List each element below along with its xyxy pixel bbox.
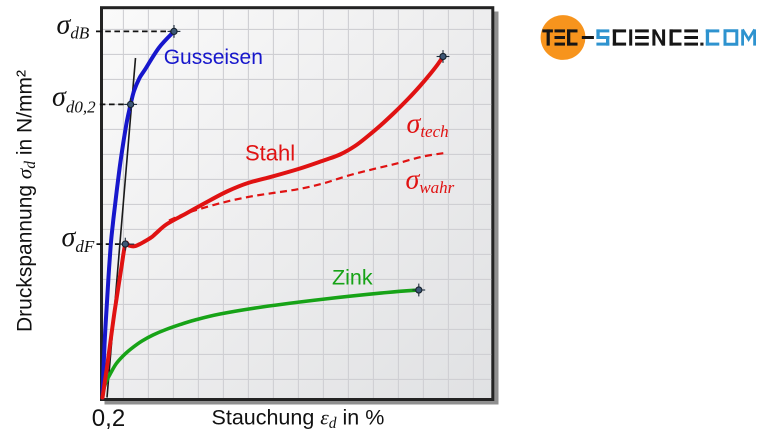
- svg-text:Zink: Zink: [332, 266, 373, 290]
- svg-text:Stauchung εd in %: Stauchung εd in %: [212, 406, 385, 432]
- svg-text:0,2: 0,2: [92, 405, 125, 432]
- svg-text:Gusseisen: Gusseisen: [164, 46, 263, 69]
- svg-text:Druckspannung σd in N/mm²: Druckspannung σd in N/mm²: [13, 70, 40, 332]
- svg-text:Stahl: Stahl: [245, 141, 295, 166]
